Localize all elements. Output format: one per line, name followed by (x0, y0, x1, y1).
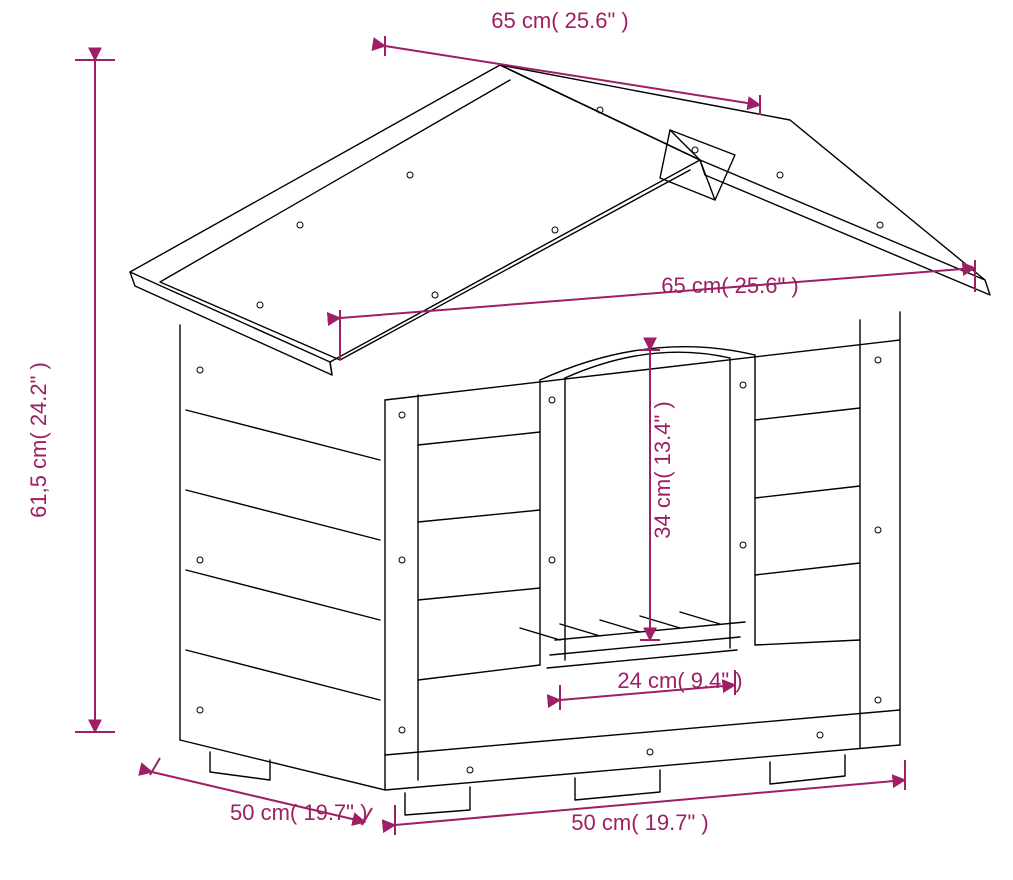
dim-depth-left: 50 cm( 19.7" ) (230, 800, 367, 825)
dim-door-width: 24 cm( 9.4" ) (617, 668, 742, 693)
dim-roof-width-front: 65 cm( 25.6" ) (661, 273, 798, 298)
dimension-labels: 65 cm( 25.6" ) 65 cm( 25.6" ) 61,5 cm( 2… (26, 8, 799, 835)
dim-total-height: 61,5 cm( 24.2" ) (26, 362, 51, 518)
dim-width-front: 50 cm( 19.7" ) (571, 810, 708, 835)
dim-roof-width-top: 65 cm( 25.6" ) (491, 8, 628, 33)
diagram-svg: 65 cm( 25.6" ) 65 cm( 25.6" ) 61,5 cm( 2… (0, 0, 1013, 880)
dim-door-height: 34 cm( 13.4" ) (650, 401, 675, 538)
